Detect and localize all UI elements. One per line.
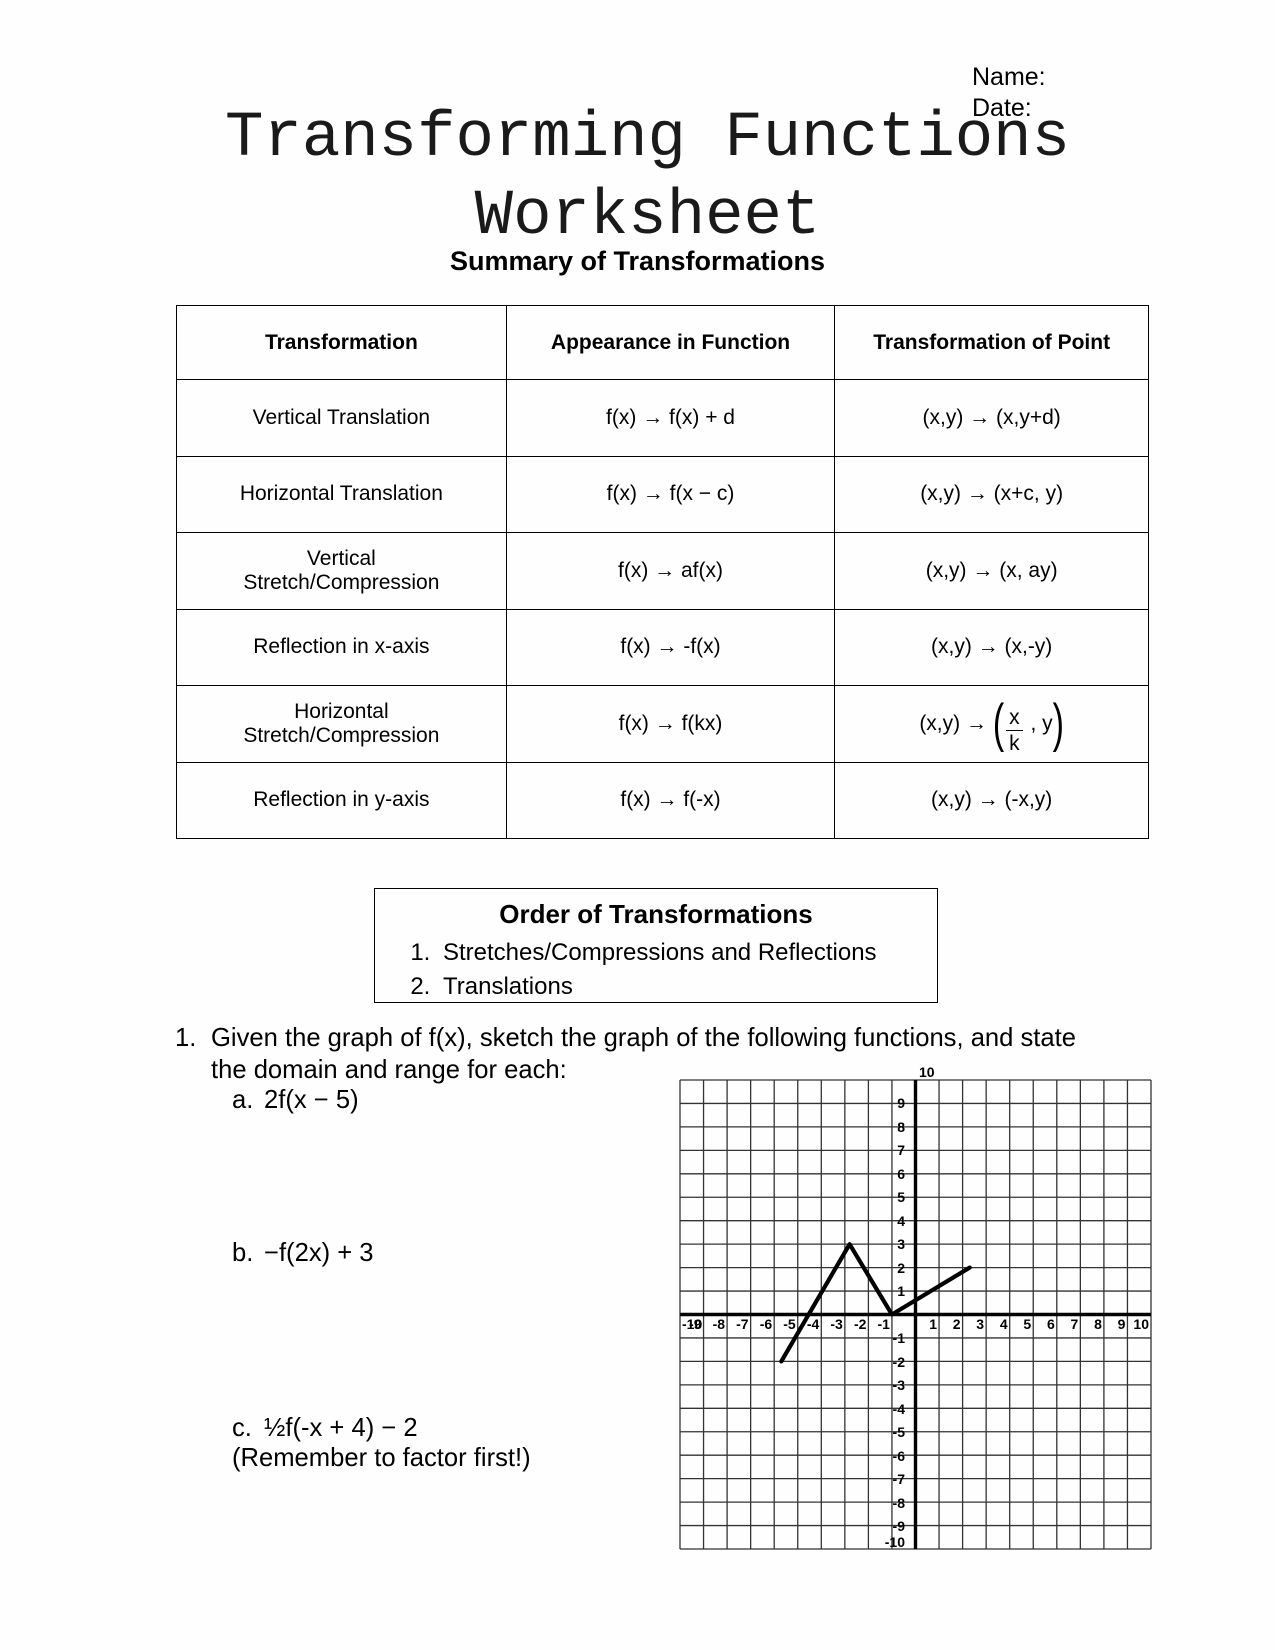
svg-text:-10: -10 bbox=[885, 1534, 905, 1550]
svg-text:7: 7 bbox=[1071, 1316, 1079, 1332]
svg-text:5: 5 bbox=[897, 1189, 905, 1205]
svg-text:10: 10 bbox=[1133, 1316, 1149, 1332]
svg-text:1: 1 bbox=[929, 1316, 937, 1332]
svg-text:-2: -2 bbox=[854, 1316, 867, 1332]
svg-text:-2: -2 bbox=[893, 1354, 906, 1370]
svg-text:9: 9 bbox=[897, 1095, 905, 1111]
svg-text:8: 8 bbox=[1094, 1316, 1102, 1332]
svg-text:-3: -3 bbox=[830, 1316, 843, 1332]
svg-text:-7: -7 bbox=[736, 1316, 749, 1332]
svg-text:5: 5 bbox=[1023, 1316, 1031, 1332]
svg-text:-8: -8 bbox=[713, 1316, 726, 1332]
svg-text:-1: -1 bbox=[877, 1316, 890, 1332]
svg-text:8: 8 bbox=[897, 1119, 905, 1135]
svg-text:-4: -4 bbox=[893, 1401, 906, 1417]
svg-text:9: 9 bbox=[1118, 1316, 1126, 1332]
svg-text:6: 6 bbox=[1047, 1316, 1055, 1332]
svg-text:-3: -3 bbox=[893, 1377, 906, 1393]
svg-text:-5: -5 bbox=[893, 1424, 906, 1440]
svg-text:7: 7 bbox=[897, 1142, 905, 1158]
svg-text:-6: -6 bbox=[760, 1316, 773, 1332]
svg-text:-7: -7 bbox=[893, 1471, 906, 1487]
svg-text:2: 2 bbox=[953, 1316, 961, 1332]
svg-text:-5: -5 bbox=[783, 1316, 796, 1332]
svg-text:-9: -9 bbox=[893, 1518, 906, 1534]
svg-text:-9: -9 bbox=[689, 1316, 702, 1332]
svg-text:-8: -8 bbox=[893, 1495, 906, 1511]
svg-text:6: 6 bbox=[897, 1166, 905, 1182]
svg-text:4: 4 bbox=[897, 1213, 905, 1229]
svg-text:-1: -1 bbox=[893, 1330, 906, 1346]
svg-text:3: 3 bbox=[976, 1316, 984, 1332]
svg-text:2: 2 bbox=[897, 1260, 905, 1276]
svg-text:4: 4 bbox=[1000, 1316, 1008, 1332]
svg-text:1: 1 bbox=[897, 1283, 905, 1299]
svg-text:3: 3 bbox=[897, 1236, 905, 1252]
svg-text:10: 10 bbox=[919, 1064, 935, 1080]
svg-text:-6: -6 bbox=[893, 1448, 906, 1464]
